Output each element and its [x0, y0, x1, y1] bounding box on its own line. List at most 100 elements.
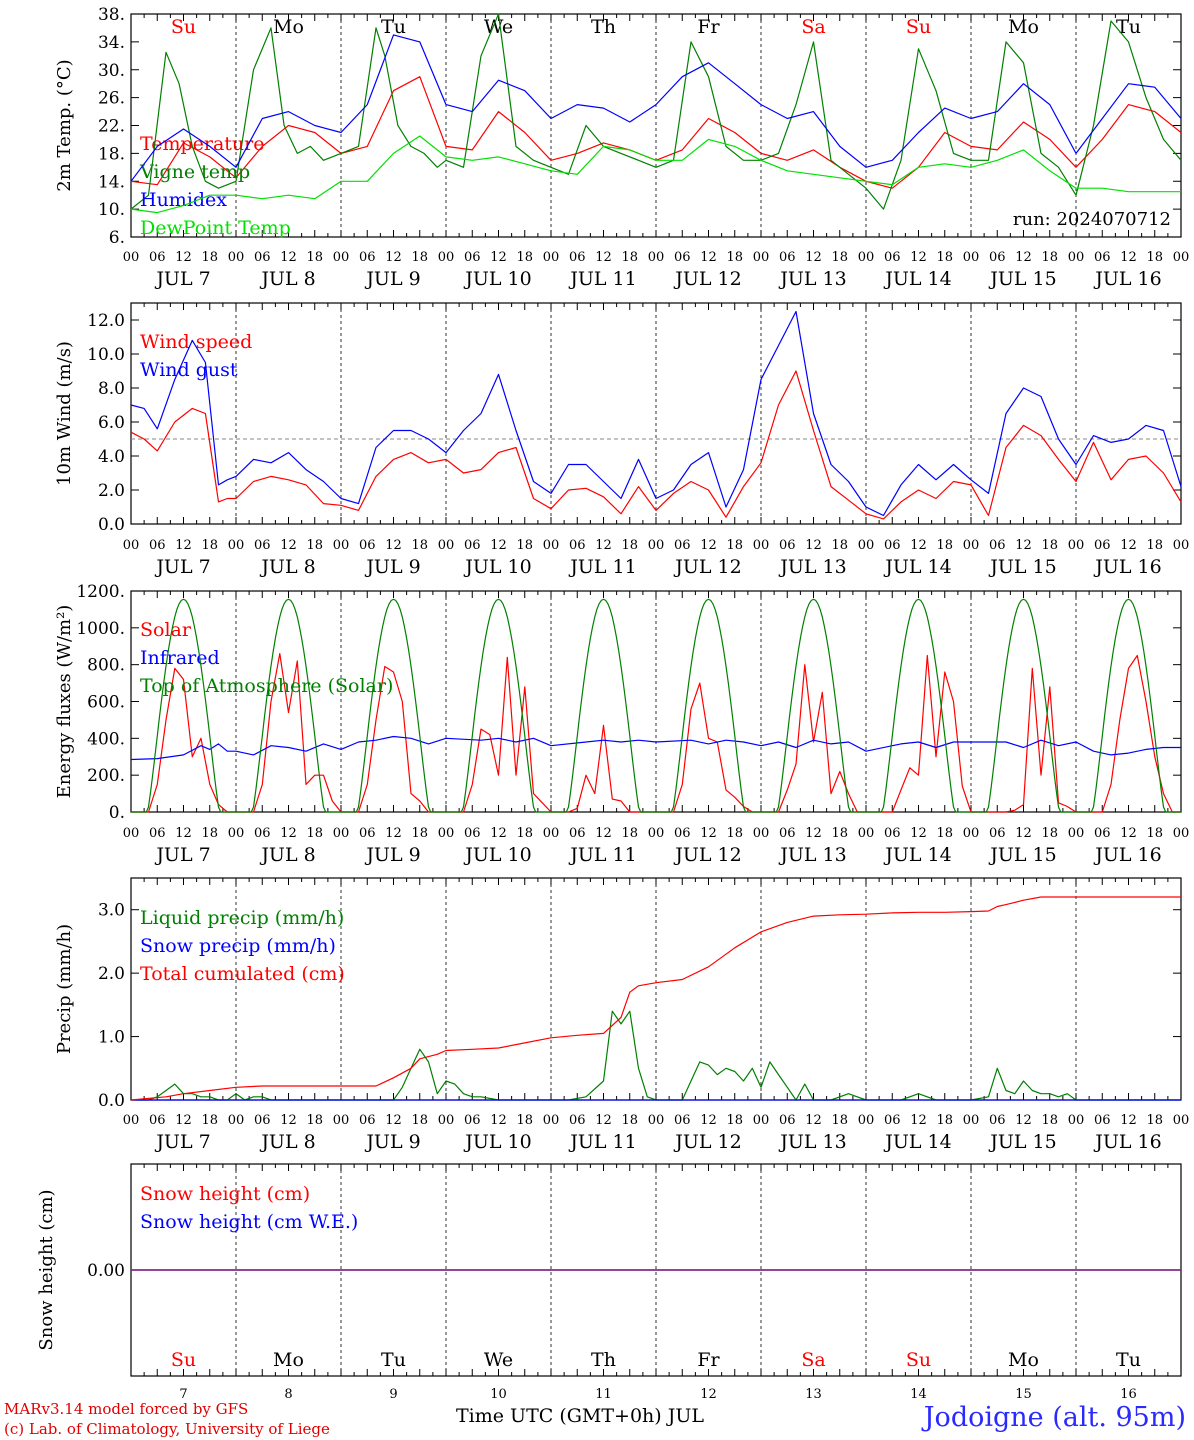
hour-tick-label: 12	[490, 538, 507, 553]
hour-tick-label: 00	[228, 826, 245, 841]
hour-tick-label: 12	[1015, 250, 1032, 265]
hour-tick-label: 06	[254, 538, 271, 553]
hour-tick-label: 12	[805, 1113, 822, 1128]
y-tick-label: 10.0	[87, 345, 125, 365]
hour-tick-label: 12	[385, 1113, 402, 1128]
hour-tick-label: 06	[464, 250, 481, 265]
day-number-label: 14	[910, 1387, 927, 1402]
hour-tick-label: 00	[1173, 250, 1190, 265]
weekday-label: Fr	[697, 1349, 720, 1371]
date-label: JUL 14	[883, 268, 951, 290]
hour-tick-label: 12	[910, 1113, 927, 1128]
date-label: JUL 16	[1093, 556, 1161, 578]
hour-tick-label: 12	[1015, 538, 1032, 553]
hour-tick-label: 06	[884, 538, 901, 553]
hour-tick-label: 12	[490, 1113, 507, 1128]
weekday-label: Th	[591, 1349, 616, 1371]
hour-tick-label: 18	[936, 826, 953, 841]
hour-tick-label: 06	[1094, 250, 1111, 265]
hour-tick-label: 06	[674, 250, 691, 265]
date-label: JUL 15	[988, 1131, 1056, 1153]
date-label: JUL 10	[463, 1131, 531, 1153]
y-tick-label: 0.0	[98, 1091, 125, 1111]
hour-tick-label: 00	[963, 250, 980, 265]
day-number-label: 11	[595, 1387, 612, 1402]
date-label: JUL 10	[463, 556, 531, 578]
hour-tick-label: 06	[674, 538, 691, 553]
date-label: JUL 12	[673, 844, 741, 866]
y-tick-label: 34.	[98, 33, 125, 53]
hour-tick-label: 06	[359, 538, 376, 553]
weekday-label: Mo	[1008, 1349, 1039, 1371]
hour-tick-label: 18	[201, 250, 218, 265]
hour-tick-label: 06	[989, 538, 1006, 553]
legend-entry: Snow precip (mm/h)	[140, 935, 336, 957]
hour-tick-label: 06	[359, 826, 376, 841]
hour-tick-label: 18	[726, 250, 743, 265]
hour-tick-label: 18	[936, 250, 953, 265]
hour-tick-label: 12	[385, 538, 402, 553]
date-label: JUL 14	[883, 1131, 951, 1153]
hour-tick-label: 06	[884, 250, 901, 265]
location-title: Jodoigne (alt. 95m)	[923, 1402, 1186, 1433]
hour-tick-label: 00	[438, 250, 455, 265]
weekday-label: Fr	[697, 16, 720, 38]
hour-tick-label: 12	[280, 826, 297, 841]
legend-entry: Humidex	[140, 189, 227, 211]
legend-entry: Liquid precip (mm/h)	[140, 907, 344, 929]
hour-tick-label: 00	[963, 1113, 980, 1128]
series-line	[130, 370, 1182, 520]
hour-tick-label: 00	[438, 826, 455, 841]
hour-tick-label: 12	[1120, 1113, 1137, 1128]
weekday-label: Su	[171, 1349, 196, 1371]
weekday-label: Mo	[1008, 16, 1039, 38]
hour-tick-label: 18	[621, 826, 638, 841]
hour-tick-label: 00	[438, 538, 455, 553]
y-tick-label: 22.	[98, 117, 125, 137]
hour-tick-label: 12	[175, 538, 192, 553]
y-tick-label: 8.0	[98, 379, 125, 399]
weekday-label: We	[484, 16, 513, 38]
hour-tick-label: 18	[831, 538, 848, 553]
hour-tick-label: 12	[280, 538, 297, 553]
weekday-label: Mo	[273, 16, 304, 38]
series-line	[130, 135, 1181, 214]
y-tick-label: 26.	[98, 89, 125, 109]
weekday-label: Su	[171, 16, 196, 38]
hour-tick-label: 06	[359, 1113, 376, 1128]
hour-tick-label: 18	[411, 1113, 428, 1128]
hour-tick-label: 18	[936, 1113, 953, 1128]
date-label: JUL 7	[154, 1131, 210, 1153]
hour-tick-label: 00	[858, 538, 875, 553]
hour-tick-label: 18	[516, 538, 533, 553]
date-label: JUL 7	[154, 268, 210, 290]
date-label: JUL 11	[568, 1131, 636, 1153]
series-line	[130, 735, 1181, 761]
date-label: JUL 14	[883, 844, 951, 866]
weekday-label: Sa	[801, 16, 825, 38]
hour-tick-label: 06	[1094, 826, 1111, 841]
hour-tick-label: 00	[648, 826, 665, 841]
legend-entry: Temperature	[140, 133, 264, 155]
lab-credit: (c) Lab. of Climatology, University of L…	[4, 1420, 330, 1438]
hour-tick-label: 18	[831, 826, 848, 841]
day-number-label: 7	[179, 1387, 187, 1402]
hour-tick-label: 12	[595, 826, 612, 841]
hour-tick-label: 18	[1041, 826, 1058, 841]
hour-tick-label: 18	[516, 826, 533, 841]
date-label: JUL 13	[778, 1131, 846, 1153]
y-tick-label: 0.0	[98, 515, 125, 535]
date-label: JUL 9	[364, 1131, 420, 1153]
weekday-label: Tu	[1116, 1349, 1141, 1371]
legend-entry: Wind gust	[140, 359, 238, 381]
hour-tick-label: 12	[1120, 826, 1137, 841]
y-tick-label: 38.	[98, 5, 125, 25]
hour-tick-label: 00	[648, 250, 665, 265]
hour-tick-label: 06	[464, 1113, 481, 1128]
hour-tick-label: 06	[254, 250, 271, 265]
hour-tick-label: 00	[1173, 538, 1190, 553]
hour-tick-label: 18	[621, 1113, 638, 1128]
hour-tick-label: 06	[569, 826, 586, 841]
hour-tick-label: 18	[201, 1113, 218, 1128]
hour-tick-label: 06	[1094, 538, 1111, 553]
